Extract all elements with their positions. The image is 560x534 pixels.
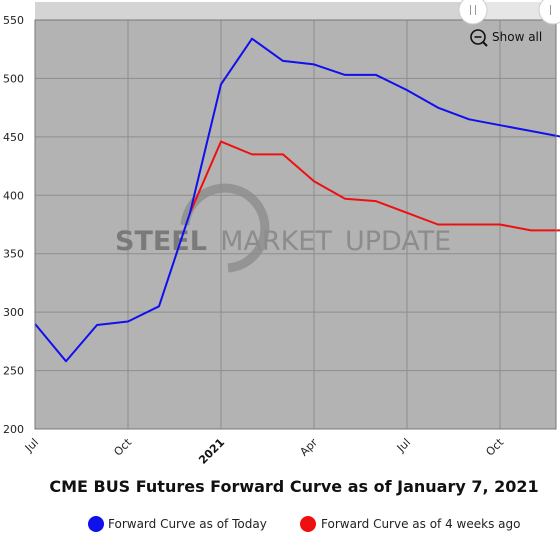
navigator-handle-right[interactable] xyxy=(538,0,560,25)
navigator-bar[interactable] xyxy=(35,2,556,20)
svg-text:STEEL MARKET UPDAT: STEEL MARKET UPDATE xyxy=(115,226,451,257)
series-line-4-weeks-ago xyxy=(189,140,560,232)
legend: Forward Curve as of Today Forward Curve a… xyxy=(88,516,520,532)
x-axis: Jul Oct 2021 Apr Jul Oct xyxy=(22,435,507,466)
legend-item[interactable]: Forward Curve as of 4 weeks ago xyxy=(300,516,520,532)
legend-label: Forward Curve as of Today xyxy=(108,517,267,531)
zoom-out-icon xyxy=(470,29,488,47)
legend-item[interactable]: Forward Curve as of Today xyxy=(88,516,267,532)
y-tick-label: 450 xyxy=(3,131,24,144)
y-tick-label: 550 xyxy=(3,14,24,27)
y-tick-label: 250 xyxy=(3,365,24,378)
show-all-label: Show all xyxy=(492,30,542,44)
y-axis: 200 250 300 350 400 450 500 550 xyxy=(3,14,24,436)
legend-marker xyxy=(300,516,316,532)
x-tick-label: Jul xyxy=(394,436,413,455)
range-handle-icon xyxy=(470,5,476,15)
x-tick-label: Oct xyxy=(111,435,134,458)
x-tick-label: Jul xyxy=(22,436,41,455)
watermark-word-2: MARKET xyxy=(220,226,332,257)
series-layer xyxy=(34,37,560,363)
watermark-word-3: UPDATE xyxy=(345,226,451,257)
y-tick-label: 300 xyxy=(3,306,24,319)
y-tick-label: 400 xyxy=(3,189,24,202)
watermark-word-1: STEEL xyxy=(115,226,207,257)
plot-border xyxy=(34,19,557,430)
navigator-selection[interactable] xyxy=(470,2,556,20)
x-tick-label: Apr xyxy=(297,436,320,459)
y-tick-label: 200 xyxy=(3,423,24,436)
legend-marker xyxy=(88,516,104,532)
legend-label: Forward Curve as of 4 weeks ago xyxy=(321,517,520,531)
x-tick-label: 2021 xyxy=(196,436,227,467)
show-all-button[interactable]: Show all xyxy=(470,29,542,47)
y-tick-label: 500 xyxy=(3,72,24,85)
navigator-handle-left[interactable] xyxy=(458,0,488,25)
chart-title: CME BUS Futures Forward Curve as of Janu… xyxy=(49,477,538,496)
watermark-logo: STEEL MARKET UPDATE xyxy=(115,183,451,273)
y-tick-label: 350 xyxy=(3,248,24,261)
series-line-today xyxy=(34,37,560,363)
x-tick-label: Oct xyxy=(483,435,506,458)
